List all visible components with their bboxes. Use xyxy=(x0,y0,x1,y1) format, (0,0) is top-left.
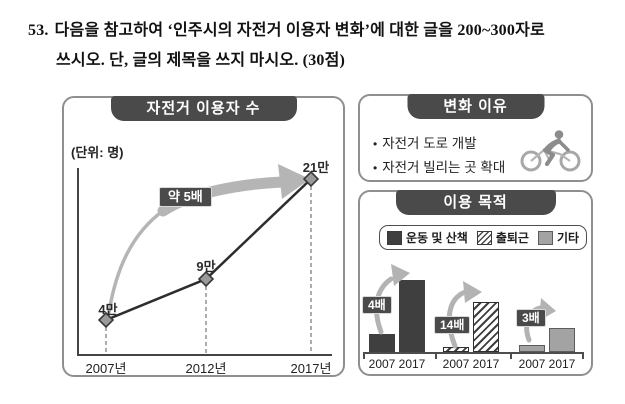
usage-purpose-panel: 이용 목적 운동 및 산책 출퇴근 기타 xyxy=(358,190,593,376)
legend-label: 출퇴근 xyxy=(495,231,529,245)
bar-exercise-2007 xyxy=(369,334,395,352)
legend-swatch-dark xyxy=(386,230,402,245)
legend-item-commute: 출퇴근 xyxy=(476,229,529,246)
bar-exercise-2017 xyxy=(399,280,425,352)
axis-tick xyxy=(582,352,584,359)
axes xyxy=(77,168,332,356)
legend-swatch-hatched xyxy=(476,230,492,245)
question-line-2: 쓰시오. 단, 글의 제목을 쓰지 마시오. (30점) xyxy=(56,52,346,69)
question-number: 53. xyxy=(28,22,49,39)
reason-item-1: • 자전거 도로 개발 xyxy=(373,132,477,152)
data-point-markers xyxy=(97,170,320,329)
bar-label-2017: 2017 xyxy=(398,357,426,371)
question-text-1: 다음을 참고하여 ‘인주시의 자전거 이용자 변화’에 대한 글을 200~30… xyxy=(54,22,545,39)
bar-label-2017: 2017 xyxy=(548,357,576,371)
reason-text-2: 자전거 빌리는 곳 확대 xyxy=(382,160,506,175)
multiplier-badge-5x: 약 5배 xyxy=(159,187,212,207)
bar-label-2017: 2017 xyxy=(472,357,500,371)
bar-label-2007: 2007 xyxy=(442,357,470,371)
point-label-2007: 4만 xyxy=(98,302,118,317)
reason-text-1: 자전거 도로 개발 xyxy=(382,136,477,151)
bar-label-2007: 2007 xyxy=(368,357,396,371)
reason-item-2: • 자전거 빌리는 곳 확대 xyxy=(373,156,505,176)
cyclist-icon xyxy=(520,130,581,172)
bullet-icon: • xyxy=(373,137,378,151)
change-reasons-panel: 변화 이유 • 자전거 도로 개발 • 자전거 빌리는 곳 확대 xyxy=(358,94,593,182)
panel-title-users: 자전거 이용자 수 xyxy=(110,96,297,121)
axis-tick xyxy=(510,352,512,359)
multiplier-badge-4x: 4배 xyxy=(362,296,392,314)
axis-tick xyxy=(435,352,437,359)
x-tick-2007: 2007년 xyxy=(85,361,127,376)
point-label-2017: 21만 xyxy=(302,160,330,175)
multiplier-badge-3x: 3배 xyxy=(516,309,546,327)
unit-label: (단위: 명) xyxy=(71,145,124,160)
panel-title-purpose: 이용 목적 xyxy=(395,190,556,215)
x-tick-2017: 2017년 xyxy=(290,361,332,376)
legend-item-exercise: 운동 및 산책 xyxy=(386,229,468,246)
x-tick-2012: 2012년 xyxy=(185,361,227,376)
bar-other-2007 xyxy=(519,345,545,352)
legend: 운동 및 산책 출퇴근 기타 xyxy=(379,225,587,250)
line-chart xyxy=(77,164,332,356)
bicycle-users-panel: 자전거 이용자 수 (단위: 명) xyxy=(62,96,345,377)
legend-swatch-gray xyxy=(537,230,553,245)
question-line-1: 53. 다음을 참고하여 ‘인주시의 자전거 이용자 변화’에 대한 글을 200… xyxy=(28,16,545,40)
x-axis-line xyxy=(363,352,584,354)
axis-tick xyxy=(363,352,365,359)
legend-item-other: 기타 xyxy=(537,229,580,246)
droplines xyxy=(105,186,312,354)
bar-other-2017 xyxy=(549,328,575,352)
multiplier-badge-14x: 14배 xyxy=(434,316,471,334)
panel-title-reasons: 변화 이유 xyxy=(407,94,544,119)
bar-chart xyxy=(360,192,591,352)
bar-commute-2017 xyxy=(473,302,499,352)
point-label-2012: 9만 xyxy=(196,259,216,274)
bullet-icon: • xyxy=(373,161,378,175)
legend-label: 기타 xyxy=(556,231,580,245)
bar-label-2007: 2007 xyxy=(518,357,546,371)
legend-label: 운동 및 산책 xyxy=(405,231,468,245)
